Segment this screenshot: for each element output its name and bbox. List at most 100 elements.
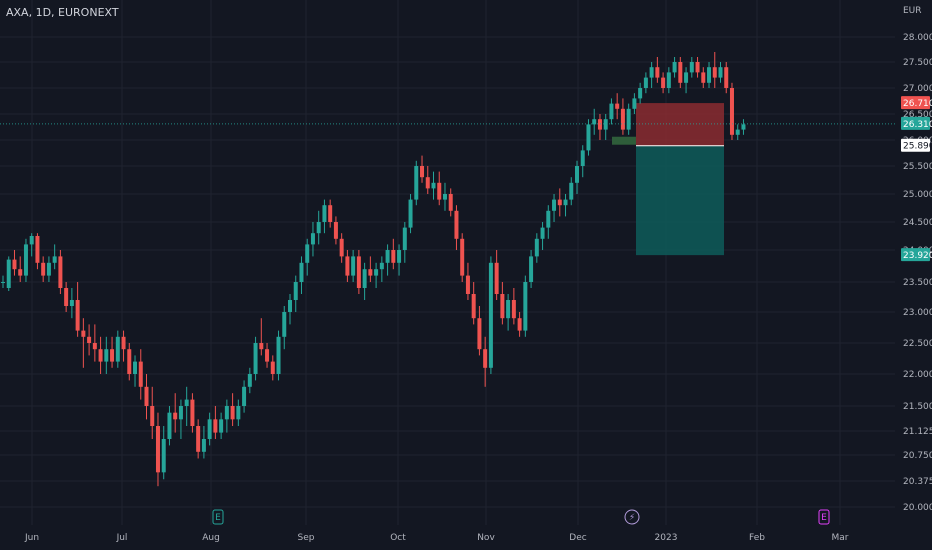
candle[interactable] [620,98,625,135]
price-badge[interactable]: 26.310 [901,116,932,130]
candle[interactable] [643,72,648,94]
candle[interactable] [23,238,28,282]
candle[interactable] [58,250,63,294]
candle[interactable] [603,114,608,140]
symbol-title[interactable]: AXA, 1D, EURONEXT [6,6,119,19]
candle[interactable] [425,166,430,194]
candle[interactable] [52,244,57,270]
candle[interactable] [483,336,488,387]
candle[interactable] [133,355,138,387]
candle[interactable] [276,330,281,381]
candle[interactable] [104,336,109,374]
candle[interactable] [431,171,436,200]
candle[interactable] [110,336,115,368]
candle[interactable] [517,312,522,337]
candle[interactable] [333,216,338,245]
candle[interactable] [322,199,327,234]
candle[interactable] [224,399,229,433]
candle[interactable] [167,406,172,446]
candle[interactable] [586,119,591,156]
candle[interactable] [592,108,597,135]
candle[interactable] [190,393,195,433]
candle[interactable] [707,62,712,88]
candle[interactable] [529,250,534,288]
candle[interactable] [540,222,545,250]
candle[interactable] [638,82,643,104]
candle[interactable] [288,294,292,325]
candle[interactable] [420,155,425,183]
price-badge[interactable]: 26.710 [901,96,932,110]
stop-loss-zone[interactable] [636,103,724,146]
candle[interactable] [121,330,126,362]
candle[interactable] [196,419,201,459]
candle[interactable] [64,282,69,312]
candle[interactable] [173,393,178,433]
candle[interactable] [1,275,5,288]
candle[interactable] [546,205,551,239]
candle[interactable] [661,72,666,94]
candle[interactable] [75,282,80,337]
candle[interactable] [563,194,568,217]
candle[interactable] [523,275,528,337]
candle[interactable] [213,406,218,439]
candle[interactable] [442,182,447,211]
earnings-marker-icon[interactable]: E [212,509,224,525]
candle[interactable] [718,62,723,83]
candle[interactable] [374,262,379,288]
candle[interactable] [500,282,505,325]
candle[interactable] [695,57,700,78]
candle[interactable] [712,52,717,88]
candle[interactable] [408,194,413,234]
candle[interactable] [299,256,304,294]
candle[interactable] [127,343,132,381]
candle[interactable] [511,288,516,325]
candle[interactable] [649,62,654,88]
candle[interactable] [41,256,46,282]
earnings-marker-icon[interactable]: E [818,509,830,525]
candle[interactable] [477,306,482,356]
candle[interactable] [666,67,671,94]
candle[interactable] [247,367,252,394]
candle[interactable] [569,177,574,206]
candle[interactable] [580,145,585,178]
candle[interactable] [18,256,23,282]
candle[interactable] [488,256,493,374]
candle[interactable] [735,124,740,140]
candle[interactable] [270,355,275,381]
candle[interactable] [144,374,149,420]
candle[interactable] [678,57,683,88]
candle[interactable] [534,233,539,263]
candle[interactable] [356,250,361,294]
candle[interactable] [259,318,264,356]
candle[interactable] [6,256,11,291]
candle[interactable] [253,336,258,381]
dividend-marker-icon[interactable]: ⚡ [624,509,640,525]
candle[interactable] [150,386,155,439]
candle[interactable] [391,238,396,270]
candle[interactable] [397,244,402,276]
candle[interactable] [98,336,103,374]
candle[interactable] [615,93,620,120]
candle[interactable] [684,67,689,94]
candle[interactable] [293,275,298,312]
price-badge[interactable]: 25.890 [901,138,932,152]
candle[interactable] [701,67,706,88]
candle[interactable] [741,119,746,135]
candle[interactable] [201,426,206,459]
candle[interactable] [609,98,614,125]
candle[interactable] [575,160,579,194]
candle[interactable] [161,426,166,480]
candle[interactable] [368,256,373,282]
candle[interactable] [724,62,729,94]
candle[interactable] [597,114,602,140]
candle[interactable] [328,199,333,228]
candle[interactable] [230,393,235,426]
position-entry-handle[interactable] [612,136,636,145]
candle[interactable] [362,262,367,300]
candle[interactable] [414,160,419,206]
candle[interactable] [632,93,637,114]
candle[interactable] [35,233,40,270]
candle[interactable] [12,250,17,276]
